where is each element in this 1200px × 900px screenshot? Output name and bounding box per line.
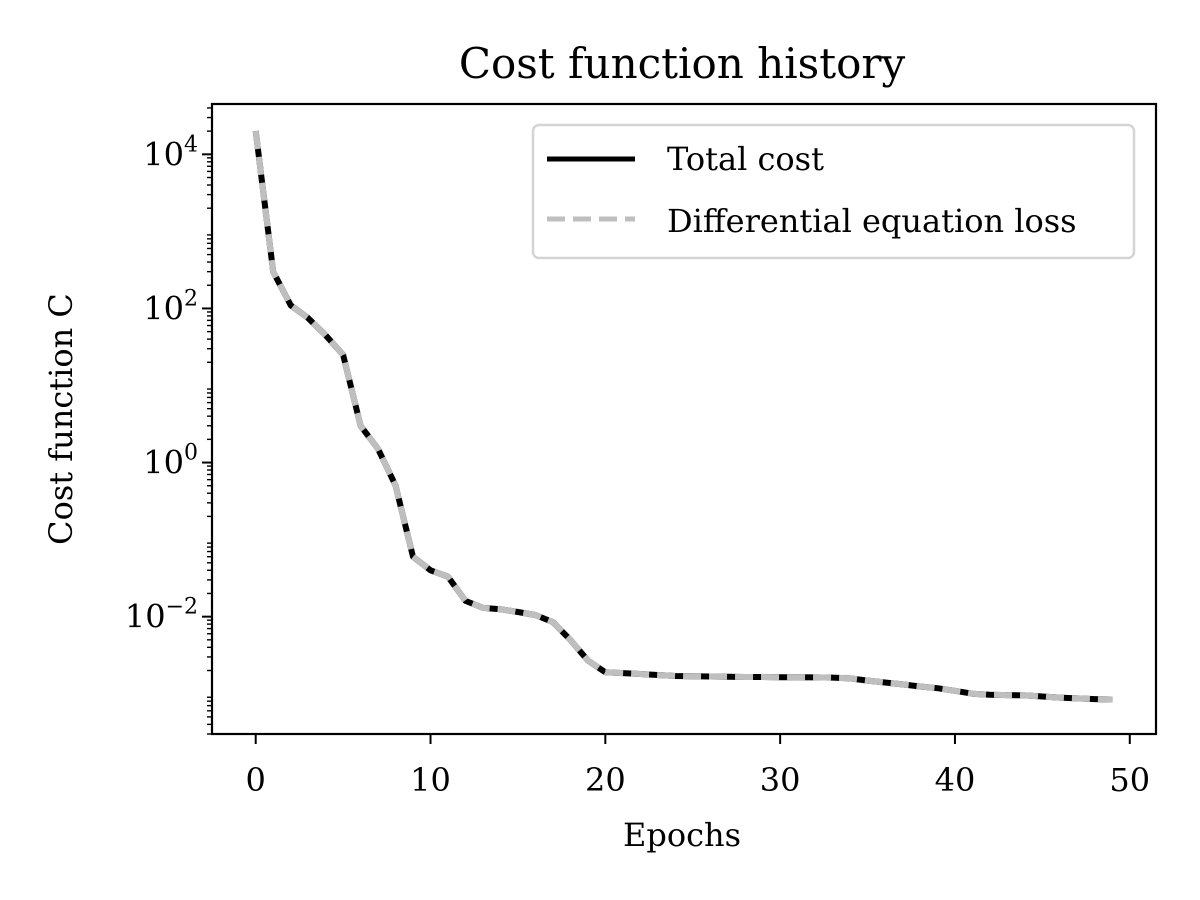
legend-label-de-loss: Differential equation loss [667,202,1077,240]
x-tick-label: 10 [410,761,451,799]
y-axis-label: Cost function C [42,293,80,545]
legend: Total cost Differential equation loss [531,123,1136,260]
legend-label-total-cost: Total cost [667,140,824,178]
y-tick-label: 10−2 [125,595,198,636]
chart-title: Cost function history [459,39,906,88]
x-tick-label: 20 [585,761,626,799]
x-axis-label: Epochs [623,816,741,854]
x-tick-label: 0 [246,761,266,799]
series-layer [252,130,1113,703]
series-line-differential-equation-loss [252,130,1113,703]
y-tick-label: 102 [143,286,198,327]
y-tick-label: 104 [143,132,198,173]
y-tick-label: 100 [143,441,198,482]
x-axis: 0 10 20 30 40 50 [246,734,1150,799]
x-tick-label: 30 [760,761,801,799]
x-tick-label: 50 [1109,761,1150,799]
plot-frame [210,102,1158,736]
x-tick-label: 40 [935,761,976,799]
y-axis: 10−2 100 102 104 [125,107,212,735]
legend-box [531,123,1136,260]
